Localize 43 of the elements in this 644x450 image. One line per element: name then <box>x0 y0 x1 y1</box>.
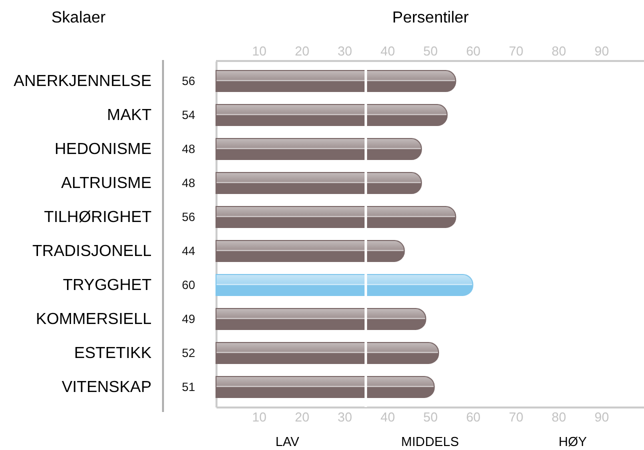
x2-tick-label: 80 <box>552 410 566 424</box>
x2-tick-label: 10 <box>252 410 267 424</box>
x2-tick-label: 50 <box>423 410 438 424</box>
x2-tick-label: 40 <box>380 410 395 424</box>
x-tick-label: 70 <box>508 44 524 58</box>
x2-tick-label: 20 <box>294 410 310 424</box>
y-tick-label: KOMMERSIELL <box>36 310 152 328</box>
x2-tick-label: 90 <box>594 410 609 424</box>
x-tick-label: 10 <box>252 44 267 58</box>
data-label: 60 <box>182 278 196 292</box>
y-tick-label: TILHØRIGHET <box>44 209 152 226</box>
x-tick-label: 40 <box>380 44 395 58</box>
text: HØY <box>558 434 588 449</box>
x-tick-label: 50 <box>423 44 438 58</box>
x2-tick-label: 70 <box>508 410 524 424</box>
y-tick-label: ESTETIKK <box>74 344 152 362</box>
y-tick-label: TRYGGHET <box>62 276 152 294</box>
x-tick-label: 30 <box>338 44 352 58</box>
data-label: 51 <box>182 380 196 394</box>
y-axis-title: Skalaer <box>51 10 106 26</box>
x-tick-label: 20 <box>294 44 310 58</box>
y-tick-label: ANERKJENNELSE <box>14 73 152 90</box>
text: MIDDELS <box>401 434 460 449</box>
y-tick-label: ALTRUISME <box>61 175 152 192</box>
y-tick-label: HEDONISME <box>54 141 152 158</box>
x-tick-label: 80 <box>552 44 566 58</box>
x-tick-label: 90 <box>594 44 609 58</box>
data-label: 56 <box>182 74 196 88</box>
x2-axis-title: Persentiler <box>392 10 470 26</box>
data-label: 44 <box>182 244 196 258</box>
data-label: 56 <box>182 210 196 224</box>
y-tick-label: VITENSKAP <box>62 378 152 396</box>
x2-tick-label: 30 <box>338 410 352 424</box>
data-label: 54 <box>182 108 196 122</box>
x-tick-label: 60 <box>466 44 481 58</box>
data-label: 48 <box>182 142 196 156</box>
data-label: 49 <box>182 312 196 326</box>
data-label: 52 <box>182 346 196 360</box>
y-tick-label: MAKT <box>107 107 152 124</box>
text: LAV <box>276 434 300 449</box>
data-label: 48 <box>182 176 196 190</box>
y-tick-label: TRADISJONELL <box>32 242 152 260</box>
x2-tick-label: 60 <box>466 410 481 424</box>
